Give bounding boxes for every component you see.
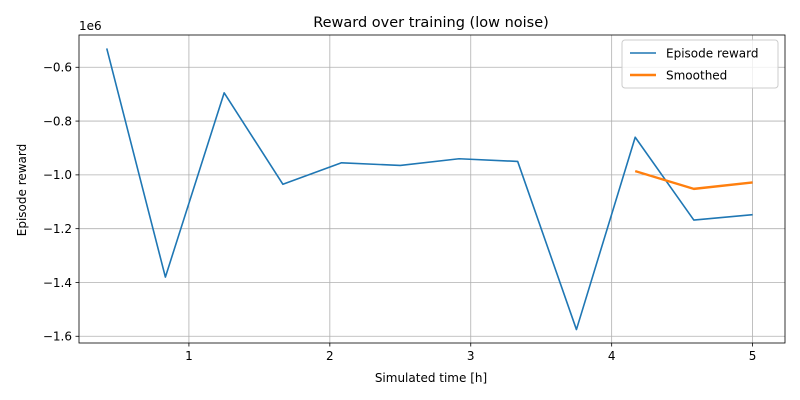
legend-label-episode-reward: Episode reward (666, 47, 759, 61)
plot-frame (78, 34, 786, 344)
x-tick-label: 2 (326, 349, 334, 363)
series-line-smoothed (634, 169, 753, 191)
x-tick-label: 3 (467, 349, 475, 363)
x-tick-label: 4 (608, 349, 616, 363)
x-tick-label: 5 (749, 349, 757, 363)
legend-label-smoothed: Smoothed (666, 69, 727, 83)
series-line-episode-reward (105, 48, 753, 331)
series-layer (105, 48, 753, 331)
y-tick-label: −1.6 (43, 330, 72, 344)
x-axis: 1 2 3 4 5 (185, 343, 756, 363)
legend-box (621, 39, 779, 89)
x-axis-label: Simulated time [h] (375, 371, 487, 385)
legend: Episode reward Smoothed (621, 39, 779, 89)
y-tick-label: −1.2 (43, 222, 72, 236)
y-tick-label: −0.6 (43, 61, 72, 75)
y-axis-label: Episode reward (15, 144, 29, 237)
y-offset-label: 1e6 (79, 19, 102, 33)
y-tick-label: −0.8 (43, 114, 72, 128)
y-tick-label: −1.4 (43, 276, 72, 290)
x-tick-label: 1 (185, 349, 193, 363)
y-tick-label: −1.0 (43, 168, 72, 182)
y-axis: −1.6 −1.4 −1.2 −1.0 −0.8 −0.6 (43, 61, 79, 344)
chart-title: Reward over training (low noise) (313, 15, 549, 31)
